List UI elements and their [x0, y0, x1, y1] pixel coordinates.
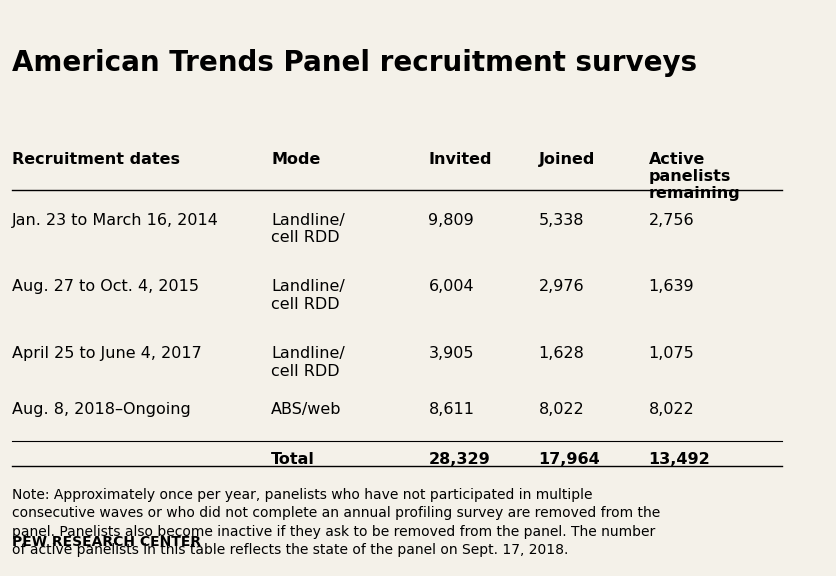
Text: Active
panelists
remaining: Active panelists remaining — [648, 151, 739, 202]
Text: Recruitment dates: Recruitment dates — [12, 151, 180, 166]
Text: 17,964: 17,964 — [538, 452, 599, 467]
Text: ABS/web: ABS/web — [271, 402, 341, 417]
Text: Invited: Invited — [428, 151, 492, 166]
Text: Mode: Mode — [271, 151, 320, 166]
Text: Landline/
cell RDD: Landline/ cell RDD — [271, 346, 344, 378]
Text: 2,976: 2,976 — [538, 279, 584, 294]
Text: Total: Total — [271, 452, 315, 467]
Text: 3,905: 3,905 — [428, 346, 473, 361]
Text: 13,492: 13,492 — [648, 452, 710, 467]
Text: 9,809: 9,809 — [428, 213, 474, 228]
Text: Jan. 23 to March 16, 2014: Jan. 23 to March 16, 2014 — [12, 213, 219, 228]
Text: PEW RESEARCH CENTER: PEW RESEARCH CENTER — [12, 535, 201, 549]
Text: Aug. 8, 2018–Ongoing: Aug. 8, 2018–Ongoing — [12, 402, 191, 417]
Text: Joined: Joined — [538, 151, 594, 166]
Text: 8,022: 8,022 — [648, 402, 693, 417]
Text: 1,075: 1,075 — [648, 346, 693, 361]
Text: Landline/
cell RDD: Landline/ cell RDD — [271, 213, 344, 245]
Text: 5,338: 5,338 — [538, 213, 584, 228]
Text: 1,639: 1,639 — [648, 279, 693, 294]
Text: 1,628: 1,628 — [538, 346, 584, 361]
Text: 8,022: 8,022 — [538, 402, 584, 417]
Text: Landline/
cell RDD: Landline/ cell RDD — [271, 279, 344, 312]
Text: Note: Approximately once per year, panelists who have not participated in multip: Note: Approximately once per year, panel… — [12, 488, 660, 557]
Text: 8,611: 8,611 — [428, 402, 474, 417]
Text: 2,756: 2,756 — [648, 213, 693, 228]
Text: 28,329: 28,329 — [428, 452, 490, 467]
Text: 6,004: 6,004 — [428, 279, 473, 294]
Text: Aug. 27 to Oct. 4, 2015: Aug. 27 to Oct. 4, 2015 — [12, 279, 199, 294]
Text: American Trends Panel recruitment surveys: American Trends Panel recruitment survey… — [12, 48, 696, 77]
Text: April 25 to June 4, 2017: April 25 to June 4, 2017 — [12, 346, 201, 361]
